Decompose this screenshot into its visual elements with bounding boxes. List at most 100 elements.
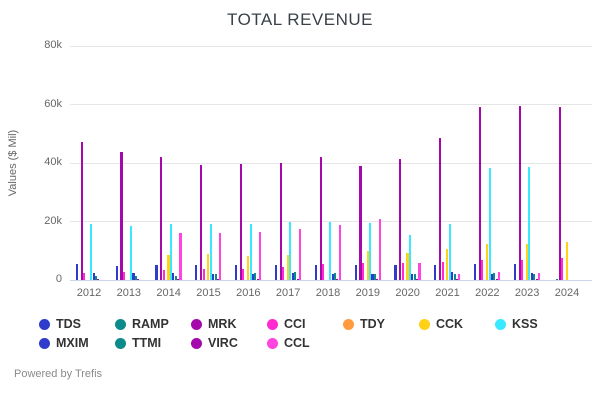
bar-MRK-2016: [239, 163, 243, 280]
bar-VIRC-2017: [296, 279, 299, 280]
legend-marker-icon-VIRC: [191, 337, 202, 349]
bar-TTMI-2023: [533, 274, 536, 280]
legend-item-CCI[interactable]: CCI: [267, 316, 333, 332]
y-tick-label-20k: 20k: [44, 214, 62, 227]
legend-item-TDS[interactable]: TDS: [39, 316, 105, 332]
bar-CCI-2023: [521, 259, 524, 280]
bar-MXIM-2013: [132, 272, 135, 280]
legend-marker-icon-TTMI: [115, 337, 126, 349]
legend: TDS RAMP MRK CCI TDY CCK KSS MXIM TTMI VIRC CCL: [0, 316, 600, 351]
bar-CCK-2020: [406, 252, 409, 280]
bar-CCI-2012: [83, 272, 86, 280]
legend-label-RAMP: RAMP: [132, 317, 169, 331]
bar-CCK-2024: [565, 241, 568, 280]
bar-KSS-2022: [488, 167, 491, 280]
bar-VIRC-2014: [177, 279, 180, 280]
legend-label-MRK: MRK: [208, 317, 237, 331]
x-tick-label-2019: 2019: [355, 287, 381, 299]
bar-CCL-2014: [179, 233, 182, 280]
legend-marker-icon-CCL: [267, 337, 278, 349]
legend-item-MXIM[interactable]: MXIM: [39, 335, 105, 351]
bar-MXIM-2017: [291, 273, 294, 280]
bar-TDS-2017: [274, 265, 278, 280]
bar-VIRC-2021: [455, 279, 458, 280]
bar-TTMI-2012: [95, 276, 98, 280]
bar-VIRC-2015: [216, 279, 219, 280]
legend-item-RAMP[interactable]: RAMP: [115, 316, 181, 332]
bar-MXIM-2022: [490, 274, 494, 280]
bar-TTMI-2022: [493, 272, 496, 280]
bar-CCK-2016: [247, 255, 250, 280]
bar-TTMI-2020: [413, 273, 416, 280]
bar-CCI-2016: [242, 268, 245, 280]
bar-CCK-2014: [167, 255, 170, 280]
bar-CCL-2019: [378, 219, 381, 280]
bar-TTMI-2018: [334, 273, 337, 280]
x-tick-label-2012: 2012: [76, 287, 102, 299]
bar-CCL-2018: [338, 225, 341, 280]
bar-TDS-2023: [513, 264, 517, 280]
bar-MRK-2024: [558, 106, 561, 280]
bar-TTMI-2014: [174, 276, 177, 280]
bar-MRK-2022: [478, 106, 482, 280]
x-tick-label-2024: 2024: [554, 287, 580, 299]
legend-item-CCL[interactable]: CCL: [267, 335, 333, 351]
bar-KSS-2014: [169, 224, 172, 280]
bar-MXIM-2015: [212, 273, 215, 280]
legend-item-CCK[interactable]: CCK: [419, 316, 485, 332]
x-tick-label-2014: 2014: [156, 287, 181, 299]
legend-label-VIRC: VIRC: [208, 336, 238, 350]
y-tick-label-40k: 40k: [44, 156, 62, 168]
bar-TTMI-2013: [134, 275, 137, 280]
bar-TDS-2014: [155, 265, 158, 280]
bar-MRK-2021: [439, 138, 442, 280]
legend-marker-icon-MRK: [191, 318, 202, 330]
plot-area: 0 20k 40k 60k 80k 2012 2013 2014 2015 2016 2017 201…: [44, 39, 592, 299]
bar-KSS-2013: [130, 225, 133, 280]
bar-CCL-2023: [537, 272, 541, 280]
bar-KSS-2019: [369, 222, 372, 280]
bar-TDS-2015: [195, 264, 198, 280]
bar-CCL-2021: [458, 274, 461, 280]
legend-label-MXIM: MXIM: [56, 336, 89, 350]
x-tick-label-2018: 2018: [315, 287, 341, 299]
legend-item-TTMI[interactable]: TTMI: [115, 335, 181, 351]
legend-item-VIRC[interactable]: VIRC: [191, 335, 257, 351]
bar-MXIM-2012: [92, 272, 95, 280]
bar-MXIM-2014: [172, 272, 175, 280]
legend-label-TDY: TDY: [360, 317, 385, 331]
legend-item-MRK[interactable]: MRK: [191, 316, 257, 332]
bar-TDS-2016: [235, 264, 238, 280]
bar-VIRC-2019: [376, 279, 379, 280]
legend-marker-icon-CCI: [267, 318, 278, 330]
legend-item-TDY[interactable]: TDY: [343, 316, 409, 332]
bar-VIRC-2022: [495, 279, 498, 280]
bar-CCK-2017: [286, 254, 290, 280]
bar-MXIM-2018: [331, 273, 334, 280]
powered-by-trefis-link[interactable]: Powered by Trefis: [14, 368, 103, 380]
legend-item-KSS[interactable]: KSS: [495, 316, 561, 332]
x-tick-label-2016: 2016: [236, 287, 261, 299]
legend-marker-icon-RAMP: [115, 318, 126, 330]
bar-CCL-2015: [219, 232, 222, 280]
legend-label-CCL: CCL: [284, 336, 310, 350]
bar-KSS-2023: [528, 167, 531, 280]
bar-MRK-2014: [160, 157, 163, 280]
bar-MRK-2015: [200, 164, 203, 280]
bar-CCL-2016: [259, 232, 262, 280]
bar-VIRC-2016: [256, 279, 259, 280]
legend-marker-icon-TDS: [39, 318, 50, 330]
bar-KSS-2018: [329, 221, 332, 280]
legend-marker-icon-MXIM: [39, 337, 50, 349]
bar-CCL-2020: [418, 262, 421, 280]
y-tick-label-80k: 80k: [44, 39, 62, 51]
bar-CCK-2019: [366, 250, 369, 280]
bar-CCL-2017: [298, 229, 302, 280]
bar-MRK-2020: [399, 158, 402, 280]
bar-CCI-2013: [122, 271, 125, 280]
bar-CCI-2019: [361, 263, 364, 280]
bar-TDS-2019: [354, 264, 357, 280]
bar-KSS-2017: [289, 222, 292, 280]
bar-CCK-2022: [486, 244, 489, 280]
